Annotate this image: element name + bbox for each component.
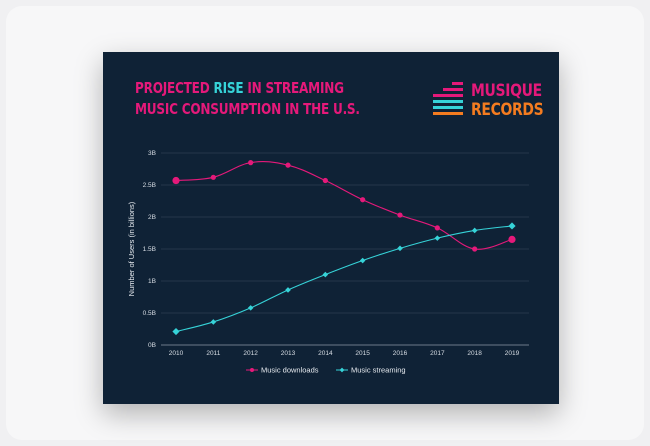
equalizer-bars-icon (433, 82, 463, 115)
y-tick-label: 3B (148, 150, 156, 157)
streaming-point (247, 305, 254, 311)
x-tick-label: 2018 (467, 350, 482, 357)
x-tick-label: 2011 (206, 350, 220, 357)
streaming-point (322, 271, 329, 278)
downloads-point (285, 162, 291, 168)
logo-text: MUSIQUE RECORDS (471, 81, 544, 120)
x-tick-label: 2015 (355, 350, 370, 357)
series-lines (172, 160, 516, 336)
chart-title: PROJECTED RISE IN STREAMING MUSIC CONSUM… (135, 78, 360, 120)
logo-line1: MUSIQUE (471, 81, 542, 101)
series-line-streaming (175, 225, 513, 333)
downloads-point (322, 177, 328, 184)
y-tick-label: 0.5B (143, 310, 156, 317)
y-tick-label: 0B (148, 342, 156, 349)
title-line2: MUSIC CONSUMPTION IN THE U.S. (135, 100, 360, 118)
title-part1: PROJECTED (135, 79, 214, 97)
downloads-point (248, 160, 254, 166)
title-highlight: RISE (213, 79, 244, 97)
card-frame: PROJECTED RISE IN STREAMING MUSIC CONSUM… (6, 6, 644, 440)
downloads-point (210, 174, 216, 180)
streaming-point (285, 287, 291, 293)
streaming-point (471, 227, 478, 234)
legend-label: Music streaming (351, 366, 406, 375)
x-tick-label: 2016 (393, 350, 408, 357)
legend: Music downloads Music streaming (246, 366, 406, 375)
y-tick-label: 2.5B (143, 182, 156, 189)
title-part2: IN STREAMING (243, 79, 344, 97)
y-tick-labels: 0B 0.5B 1B 1.5B 2B 2.5B 3B (143, 150, 156, 349)
downloads-point (472, 246, 478, 252)
downloads-point (360, 197, 366, 203)
y-axis-title: Number of Users (in billions) (127, 201, 136, 296)
x-tick-label: 2013 (281, 350, 296, 357)
x-tick-label: 2014 (318, 350, 333, 357)
streaming-point (172, 327, 180, 336)
gridlines (161, 152, 529, 346)
streaming-point (397, 245, 403, 252)
series-line-downloads (175, 161, 513, 250)
streaming-point (359, 257, 366, 264)
downloads-point (434, 225, 440, 231)
x-tick-label: 2010 (169, 350, 184, 357)
legend-marker (339, 367, 345, 373)
x-tick-labels: 2010 2011 2012 2013 2014 2015 2016 2017 2018 2019 (169, 350, 520, 357)
downloads-point (172, 176, 180, 185)
x-tick-label: 2019 (505, 350, 520, 357)
downloads-point (397, 212, 403, 218)
streaming-point (210, 319, 217, 325)
legend-label: Music downloads (261, 366, 319, 375)
downloads-point (508, 235, 516, 243)
streaming-point (508, 222, 516, 230)
y-tick-label: 2B (148, 214, 156, 221)
x-tick-label: 2012 (243, 350, 258, 357)
x-tick-label: 2017 (430, 350, 445, 357)
streaming-point (434, 235, 441, 241)
legend-marker (250, 368, 254, 372)
y-tick-label: 1B (148, 278, 156, 285)
y-tick-label: 1.5B (143, 246, 156, 253)
logo-line2: RECORDS (471, 100, 544, 120)
infographic-panel: PROJECTED RISE IN STREAMING MUSIC CONSUM… (103, 52, 559, 404)
